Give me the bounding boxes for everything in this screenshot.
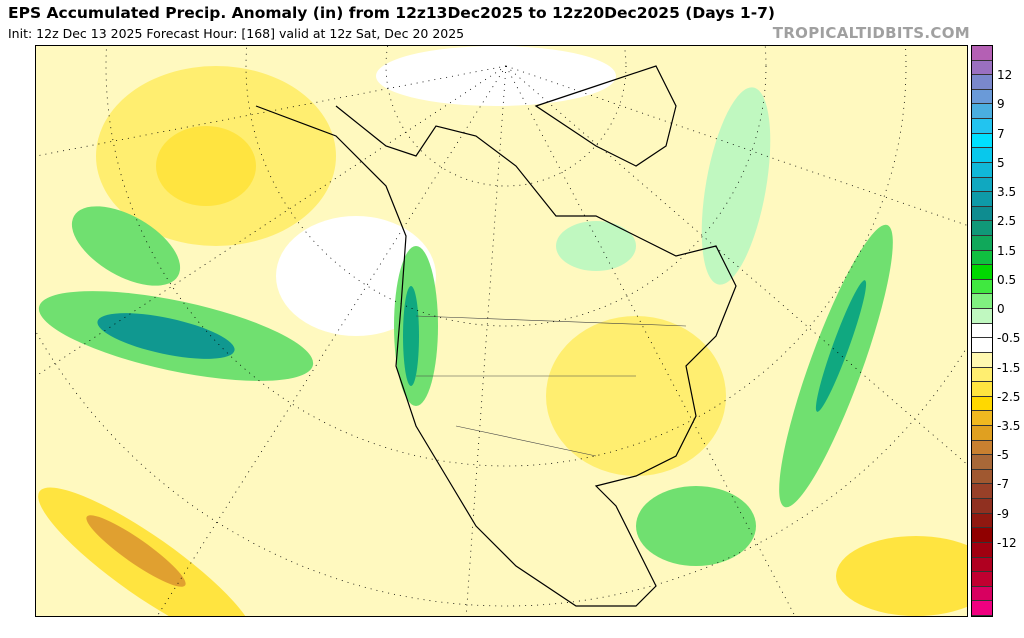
colorbar-segment bbox=[972, 440, 992, 456]
map-canvas bbox=[36, 46, 967, 616]
colorbar-segment bbox=[972, 367, 992, 383]
colorbar-segment bbox=[972, 162, 992, 178]
colorbar-segment bbox=[972, 104, 992, 120]
colorbar-segment bbox=[972, 586, 992, 602]
colorbar-segment bbox=[972, 133, 992, 149]
wet-anomaly-atlantic-core bbox=[815, 280, 867, 412]
dry-anomaly-core bbox=[156, 126, 256, 206]
anomaly-fields bbox=[38, 46, 967, 616]
colorbar-segment bbox=[972, 221, 992, 236]
colorbar-label: 9 bbox=[997, 97, 1005, 112]
colorbar-segment bbox=[972, 572, 992, 587]
colorbar-label: -3.5 bbox=[997, 419, 1021, 433]
dry-anomaly-subtropics-core bbox=[86, 515, 186, 587]
colorbar-label: -5 bbox=[997, 448, 1009, 463]
borders bbox=[415, 315, 687, 457]
colorbar-segment bbox=[972, 411, 992, 426]
colorbar-label: 0.5 bbox=[997, 272, 1017, 287]
colorbar-segment bbox=[972, 557, 992, 573]
colorbar-segment bbox=[972, 469, 992, 485]
map-subtitle: Init: 12z Dec 13 2025 Forecast Hour: [16… bbox=[8, 26, 465, 41]
wet-anomaly-caribbean bbox=[636, 486, 756, 566]
neutral-arctic bbox=[376, 46, 616, 106]
greenland-outline bbox=[534, 65, 677, 167]
colorbar-label: -2.5 bbox=[997, 389, 1021, 404]
colorbar-segment bbox=[972, 499, 992, 514]
colorbar-segment bbox=[972, 484, 992, 500]
map-title: EPS Accumulated Precip. Anomaly (in) fro… bbox=[8, 4, 776, 22]
wet-anomaly-pnw-core bbox=[403, 286, 419, 386]
colorbar-label: -0.5 bbox=[997, 331, 1021, 346]
colorbar-segment bbox=[972, 46, 992, 61]
colorbar-segment bbox=[972, 396, 992, 412]
colorbar-label: 12 bbox=[997, 68, 1013, 83]
colorbar-segment bbox=[972, 265, 992, 280]
coastlines bbox=[255, 65, 737, 607]
north-america-outline bbox=[255, 105, 737, 607]
colorbar-segment bbox=[972, 338, 992, 353]
wet-anomaly-hudson-bay bbox=[556, 221, 636, 271]
colorbar bbox=[971, 45, 993, 617]
colorbar-label: 5 bbox=[997, 155, 1005, 170]
colorbar-label: 1.5 bbox=[997, 243, 1017, 258]
colorbar-segment bbox=[972, 89, 992, 105]
colorbar-segment bbox=[972, 60, 992, 76]
colorbar-segment bbox=[972, 294, 992, 310]
colorbar-segment bbox=[972, 426, 992, 441]
colorbar-segment bbox=[972, 279, 992, 295]
colorbar-segment bbox=[972, 455, 992, 470]
colorbar-segment bbox=[972, 528, 992, 543]
dry-anomaly-south-america bbox=[836, 536, 967, 616]
colorbar-segment bbox=[972, 382, 992, 397]
colorbar-segment bbox=[972, 542, 992, 558]
colorbar-label: 3.5 bbox=[997, 185, 1017, 200]
colorbar-segment bbox=[972, 236, 992, 251]
colorbar-segment bbox=[972, 352, 992, 368]
colorbar-segment bbox=[972, 309, 992, 324]
graticule bbox=[36, 46, 967, 616]
colorbar-label: -7 bbox=[997, 477, 1009, 492]
colorbar-segment bbox=[972, 513, 992, 529]
colorbar-segment bbox=[972, 192, 992, 207]
colorbar-label: -12 bbox=[997, 535, 1017, 550]
wet-anomaly-pacific-core bbox=[97, 313, 235, 359]
colorbar-segment bbox=[972, 206, 992, 222]
colorbar-label: -1.5 bbox=[997, 360, 1021, 375]
colorbar-segment bbox=[972, 177, 992, 193]
dry-anomaly-eastern-us bbox=[546, 316, 726, 476]
colorbar-label: 7 bbox=[997, 126, 1005, 141]
colorbar-segment bbox=[972, 250, 992, 266]
colorbar-label: 2.5 bbox=[997, 214, 1017, 229]
colorbar-segment bbox=[972, 119, 992, 134]
colorbar-segment bbox=[972, 323, 992, 339]
colorbar-segment bbox=[972, 148, 992, 163]
wet-anomaly-labrador-sea bbox=[701, 87, 771, 285]
colorbar-label: 0 bbox=[997, 302, 1005, 317]
colorbar-segment bbox=[972, 601, 992, 616]
colorbar-label: -9 bbox=[997, 506, 1009, 521]
brand-watermark[interactable]: TROPICALTIDBITS.COM bbox=[772, 24, 970, 42]
precip-anomaly-map bbox=[35, 45, 968, 617]
wet-anomaly-aleutian bbox=[71, 206, 181, 286]
colorbar-segment bbox=[972, 75, 992, 90]
